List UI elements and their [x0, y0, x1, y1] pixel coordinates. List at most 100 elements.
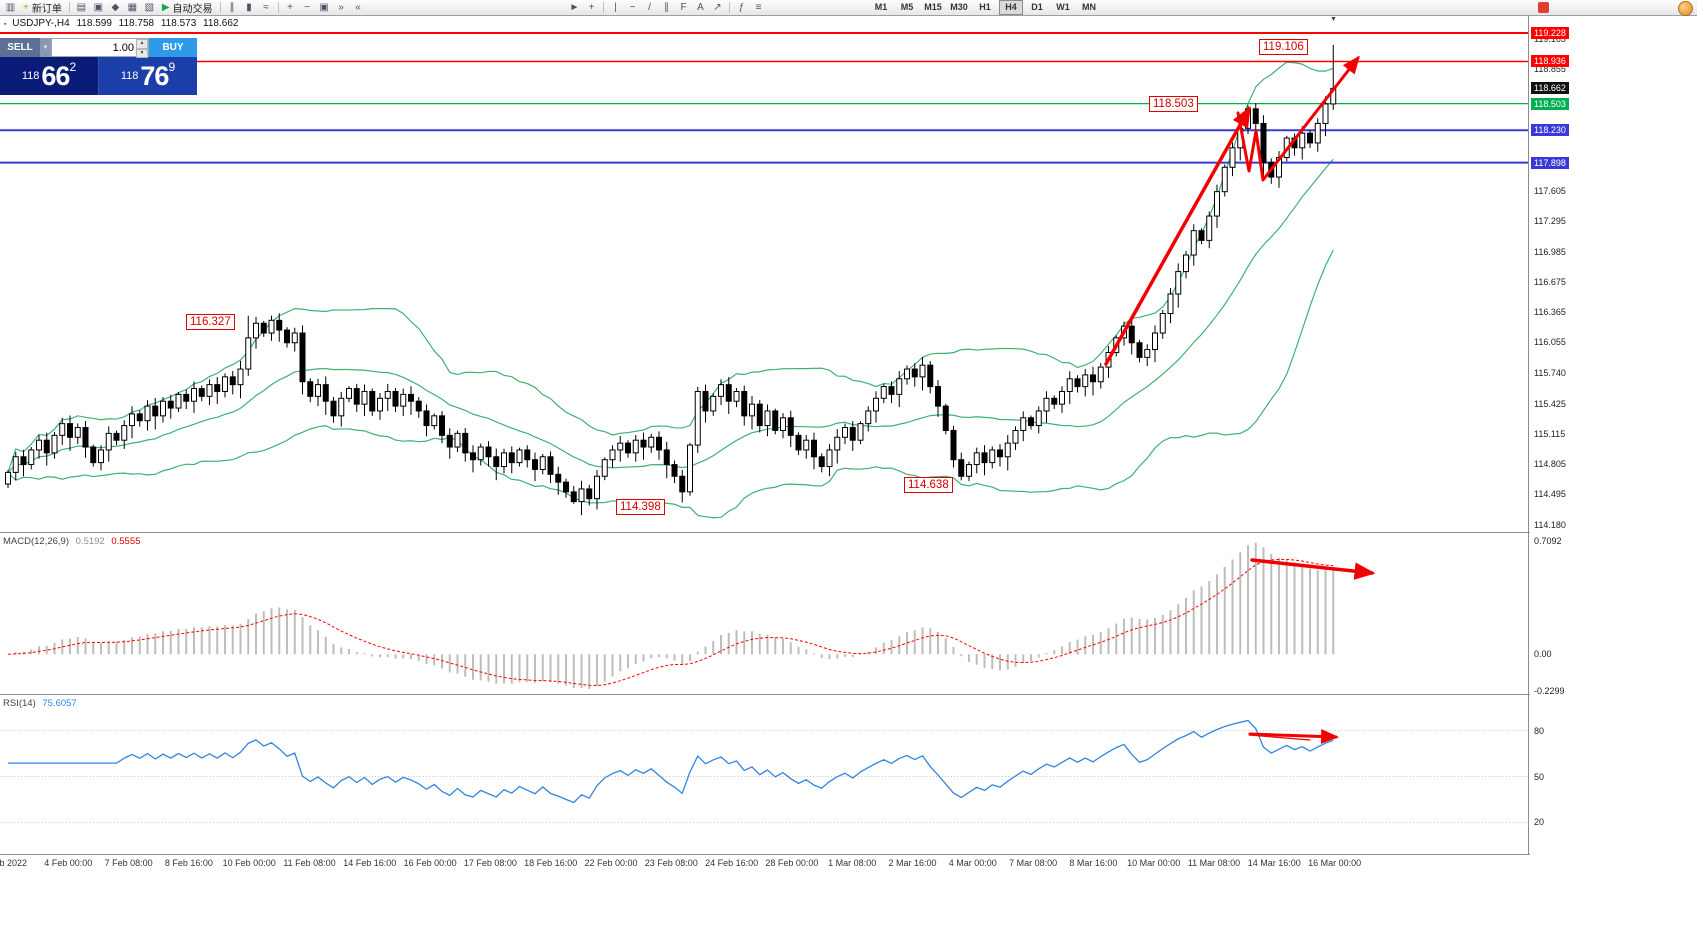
trend-arrow-up[interactable]	[1104, 105, 1251, 366]
zoom-in-icon[interactable]: +	[287, 2, 293, 13]
buy-price[interactable]: 118 76 9	[99, 57, 197, 95]
navigator-icon[interactable]: ◆	[111, 2, 120, 13]
volume-dropdown-caret[interactable]: ▾	[40, 38, 51, 57]
candle	[1113, 337, 1120, 353]
rsi-axis-20: 20	[1534, 817, 1545, 828]
text-label-icon[interactable]: A	[697, 2, 704, 13]
rsi-trend-line[interactable]	[1248, 734, 1311, 741]
volume-input[interactable]: 1.00 ▲ ▼	[51, 38, 149, 58]
arrow-object-icon[interactable]: ↗	[713, 2, 722, 13]
chart-shift-icon[interactable]: «	[355, 2, 361, 13]
timeframe-m5-button[interactable]: M5	[900, 2, 914, 12]
timeframe-d1-button[interactable]: D1	[1031, 2, 1043, 12]
price-callout-118.503[interactable]: 118.503	[1149, 96, 1198, 112]
trendline-icon[interactable]: /	[648, 2, 651, 13]
candle	[253, 322, 259, 339]
sell-price[interactable]: 118 66 2	[0, 57, 98, 95]
candle	[834, 436, 841, 451]
indicators-icon[interactable]: ƒ	[738, 2, 745, 13]
crosshair-icon[interactable]: +	[588, 2, 595, 13]
candle	[268, 319, 275, 334]
timeframe-h4-button[interactable]: H4	[999, 0, 1023, 15]
candle	[237, 368, 244, 386]
candle	[175, 393, 182, 409]
timeframe-m1-button[interactable]: M1	[874, 2, 888, 12]
macd-trend-arrow[interactable]	[1250, 558, 1376, 580]
timeframe-mn-button[interactable]: MN	[1082, 2, 1096, 12]
volume-up-icon[interactable]: ▲	[136, 39, 148, 49]
buy-button[interactable]: BUY	[149, 38, 197, 57]
time-label: 24 Feb 16:00	[705, 858, 759, 868]
time-label: 2 Mar 16:00	[888, 858, 937, 868]
price-callout-114.638[interactable]: 114.638	[904, 477, 953, 493]
scroll-to-end-marker[interactable]: ▼	[1330, 16, 1337, 23]
price-tick-114.180: 114.180	[1534, 520, 1566, 530]
candle	[1183, 254, 1189, 273]
candle	[842, 427, 848, 438]
volume-down-icon[interactable]: ▼	[136, 48, 148, 58]
candle	[1090, 374, 1096, 383]
candle	[1252, 108, 1259, 124]
toolbar-red-icon[interactable]	[1538, 2, 1549, 13]
time-label: 11 Mar 08:00	[1187, 858, 1241, 868]
candle	[919, 364, 926, 378]
corner-circle-icon[interactable]	[1678, 1, 1693, 16]
candle	[377, 397, 383, 412]
time-label: 14 Mar 16:00	[1247, 858, 1301, 868]
fibonacci-icon[interactable]: F	[680, 2, 687, 13]
candle	[229, 376, 236, 386]
rsi-trend-arrow[interactable]	[1248, 728, 1339, 744]
strategy-tester-icon[interactable]: ▧	[144, 2, 155, 13]
price-tick-116.675: 116.675	[1534, 276, 1566, 287]
autotrading-button[interactable]: ▶ 自动交易	[158, 1, 217, 15]
line-chart-icon[interactable]: ≈	[263, 2, 269, 13]
candle	[981, 452, 988, 464]
toolbar: ▥ + 新订单 ▤ ▣ ◆ ▦ ▧ ▶ 自动交易 ∥ ▮ ≈ + − ▣» « ► + | − / ∥ F A ↗ ƒ ≡ M1 M5…	[0, 0, 1697, 16]
candle	[1028, 417, 1034, 427]
sell-button[interactable]: SELL	[0, 38, 40, 57]
toolbar-separator	[729, 2, 730, 13]
candle	[1276, 157, 1282, 178]
timeframe-m30-button[interactable]: M30	[950, 2, 968, 12]
new-chart-icon[interactable]: ▥	[5, 2, 16, 13]
timeframe-h1-button[interactable]: H1	[979, 2, 991, 12]
pullback-zigzag-arrow[interactable]	[1236, 55, 1360, 182]
price-callout-114.398[interactable]: 114.398	[616, 499, 665, 515]
vertical-line-icon[interactable]: |	[614, 2, 617, 13]
timeframe-w1-button[interactable]: W1	[1056, 2, 1070, 12]
terminal-icon[interactable]: ▦	[127, 2, 138, 13]
candle	[1051, 397, 1058, 405]
price-tick-114.495: 114.495	[1534, 489, 1566, 500]
data-window-icon[interactable]: ▣	[93, 2, 104, 13]
timeframe-m15-button[interactable]: M15	[924, 2, 942, 12]
candle	[493, 456, 500, 468]
buy-price-prefix: 118	[120, 70, 139, 82]
channel-icon[interactable]: ∥	[664, 2, 669, 13]
candle	[82, 427, 89, 448]
candlestick-chart-icon[interactable]: ▮	[246, 2, 252, 13]
auto-scroll-icon[interactable]: »	[338, 2, 344, 13]
zoom-out-icon[interactable]: −	[304, 2, 310, 13]
price-callout-119.106[interactable]: 119.106	[1259, 39, 1308, 55]
template-icon[interactable]: ≡	[755, 2, 762, 13]
new-order-button[interactable]: + 新订单	[19, 1, 66, 15]
chart-overlay: 116.327 114.398 114.638 118.503 119.106	[186, 39, 1308, 515]
candle	[144, 405, 151, 422]
candle	[1330, 87, 1337, 105]
price-callout-116.327[interactable]: 116.327	[186, 314, 235, 330]
time-label: 10 Mar 00:00	[1127, 858, 1181, 868]
bar-chart-icon[interactable]: ∥	[229, 2, 235, 13]
cursor-icon[interactable]: ►	[569, 2, 580, 13]
time-label: 16 Feb 00:00	[403, 858, 457, 868]
horizontal-line-icon[interactable]: −	[629, 2, 636, 13]
chart-title: ▪ USDJPY-,H4 118.599 118.758 118.573 118…	[4, 18, 242, 29]
market-watch-icon[interactable]: ▤	[76, 2, 87, 13]
candle	[346, 388, 352, 399]
macd-panel-separator[interactable]	[0, 532, 1697, 533]
rsi-panel-separator[interactable]	[0, 694, 1697, 695]
one-click-trading-panel: SELL ▾ 1.00 ▲ ▼ BUY 118 66 2 118 76 9	[0, 38, 197, 95]
candle	[408, 393, 414, 402]
tile-windows-icon[interactable]: ▣	[319, 2, 329, 13]
candle	[90, 446, 97, 464]
